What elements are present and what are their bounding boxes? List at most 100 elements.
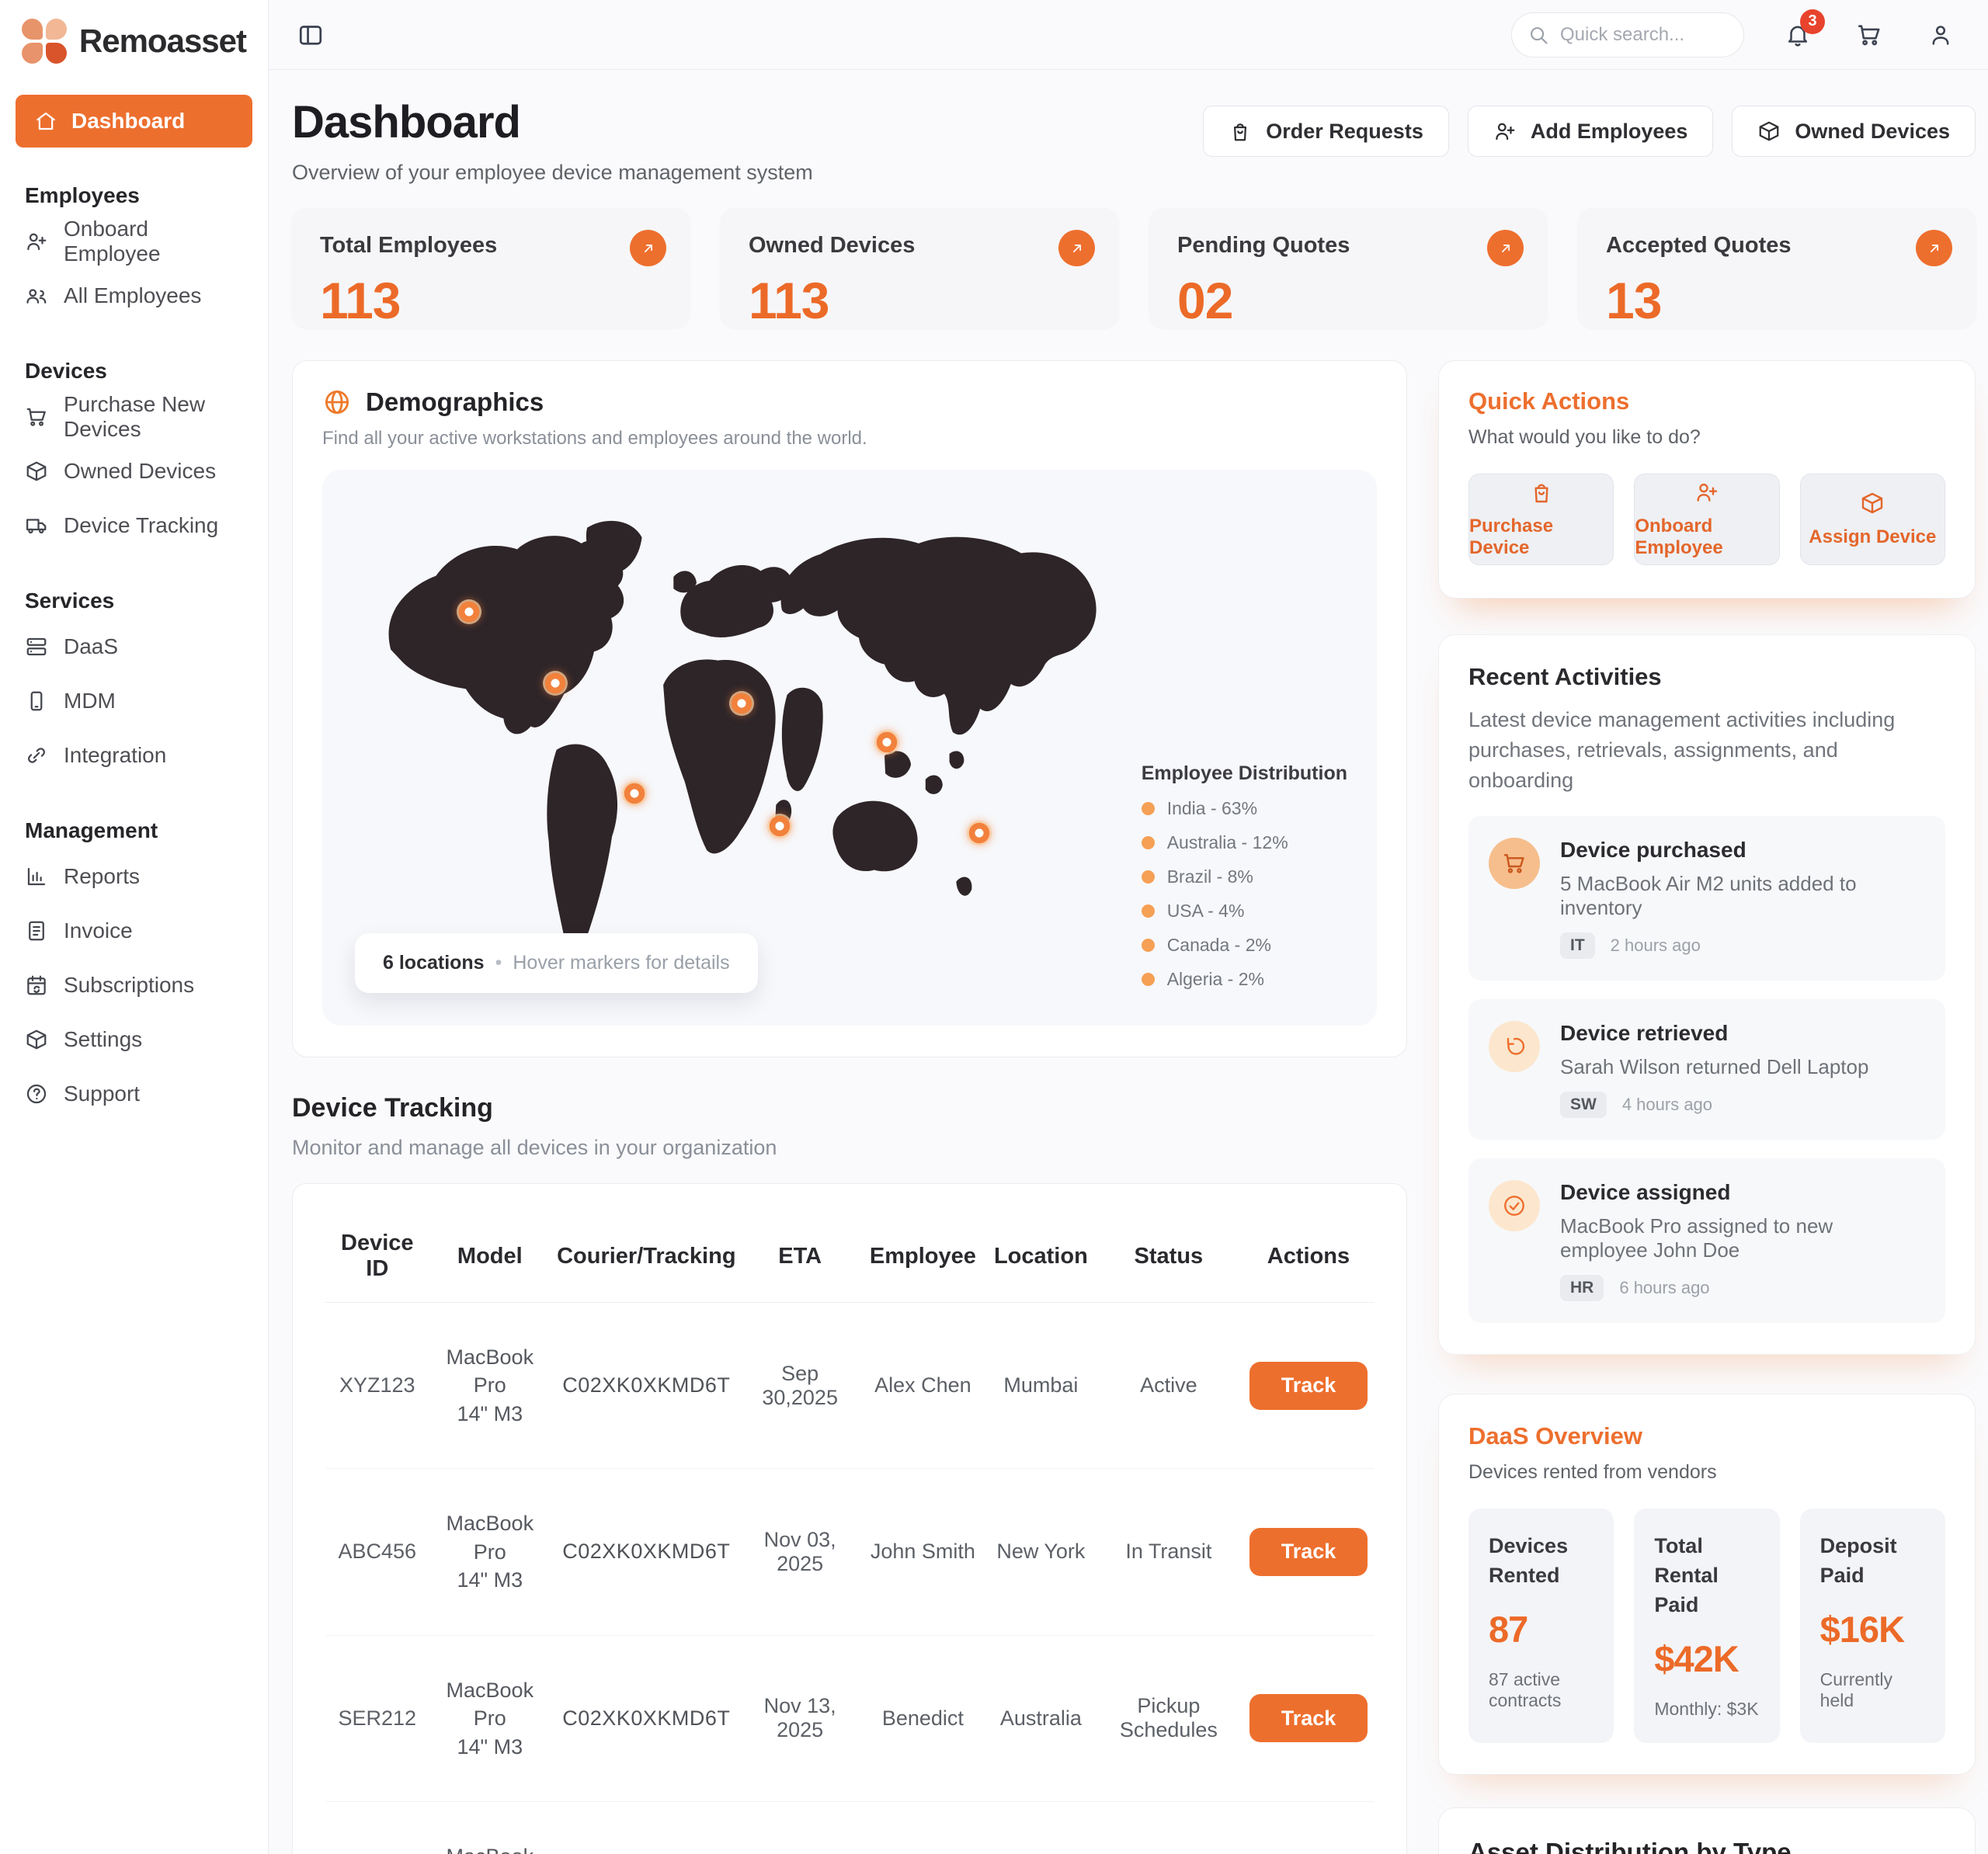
purchase-device-button[interactable]: Purchase Device bbox=[1468, 474, 1614, 565]
stat-cards: Total Employees 113 Owned Devices 113 Pe… bbox=[292, 208, 1976, 329]
daas-deposit-paid: Deposit Paid $16K Currently held bbox=[1799, 1509, 1945, 1743]
notifications-bell-icon[interactable]: 3 bbox=[1785, 9, 1825, 48]
device-tracking-subtitle: Monitor and manage all devices in your o… bbox=[292, 1136, 777, 1159]
sidebar-section-services: Services bbox=[25, 588, 115, 613]
page-title: Dashboard bbox=[292, 97, 521, 148]
add-employees-button[interactable]: Add Employees bbox=[1467, 106, 1714, 157]
sidebar-item-mdm[interactable]: MDM bbox=[16, 674, 252, 728]
map-marker-india[interactable] bbox=[874, 729, 899, 755]
quick-actions-subtitle: What would you like to do? bbox=[1468, 426, 1701, 448]
cell-tracking: C02XK0XKMD6T bbox=[551, 1302, 742, 1470]
assign-device-button[interactable]: Assign Device bbox=[1799, 474, 1945, 565]
sidebar-item-owned-devices[interactable]: Owned Devices bbox=[16, 444, 252, 498]
map-marker-usa[interactable] bbox=[543, 670, 568, 696]
track-button[interactable]: Track bbox=[1249, 1361, 1368, 1410]
sidebar-item-invoice[interactable]: Invoice bbox=[16, 904, 252, 958]
order-requests-button[interactable]: Order Requests bbox=[1203, 106, 1449, 157]
activity-title: Device retrieved bbox=[1560, 1021, 1729, 1046]
notification-badge: 3 bbox=[1800, 9, 1825, 34]
bar-chart-icon bbox=[25, 865, 48, 888]
sidebar: Remoasset Dashboard Employees Onboard Em… bbox=[0, 0, 269, 1854]
arrow-ne-icon[interactable] bbox=[1916, 230, 1952, 266]
stat-label: Pending Quotes bbox=[1177, 233, 1350, 258]
sidebar-item-all-employees[interactable]: All Employees bbox=[16, 269, 252, 323]
col-model: Model bbox=[429, 1207, 551, 1303]
track-button[interactable]: Track bbox=[1249, 1527, 1368, 1576]
calendar-sync-icon bbox=[25, 974, 48, 997]
brand-name: Remoasset bbox=[78, 23, 247, 59]
search-box[interactable] bbox=[1511, 12, 1744, 57]
box-icon bbox=[1860, 491, 1885, 516]
cell-eta: Nov 03, 2025 bbox=[742, 1468, 858, 1636]
help-icon bbox=[25, 1082, 48, 1106]
map-marker-south-africa[interactable] bbox=[767, 813, 793, 838]
sidebar-item-dashboard[interactable]: Dashboard bbox=[16, 95, 252, 148]
user-plus-icon bbox=[1694, 480, 1719, 505]
cell-device-id: SER212 bbox=[325, 1635, 429, 1802]
device-tracking-table-card: Device ID Model Courier/Tracking ETA Emp… bbox=[292, 1183, 1407, 1854]
stat-label: Total Employees bbox=[320, 233, 498, 258]
bag-icon bbox=[1229, 120, 1252, 143]
sidebar-item-label: Support bbox=[64, 1082, 141, 1106]
brand: Remoasset bbox=[16, 0, 252, 78]
cell-location: Mumbai bbox=[987, 1302, 1094, 1470]
button-label: Add Employees bbox=[1530, 119, 1688, 143]
sidebar-section-employees: Employees bbox=[25, 183, 140, 207]
arrow-ne-icon[interactable] bbox=[1058, 230, 1095, 266]
sidebar-item-label: Owned Devices bbox=[64, 459, 217, 483]
col-employee: Employee bbox=[857, 1207, 988, 1303]
map-marker-brazil[interactable] bbox=[621, 781, 647, 807]
sidebar-item-settings[interactable]: Settings bbox=[16, 1012, 252, 1067]
button-label: Purchase Device bbox=[1469, 516, 1554, 558]
stat-value: 113 bbox=[749, 272, 829, 329]
col-actions: Actions bbox=[1242, 1207, 1374, 1303]
user-profile-icon[interactable] bbox=[1927, 22, 1954, 48]
button-label: Onboard Employee bbox=[1635, 516, 1723, 558]
daas-total-rental-paid: Total Rental Paid $42K Monthly: $3K bbox=[1634, 1509, 1780, 1743]
cube-icon bbox=[25, 1028, 48, 1051]
cell-employee: Benedict bbox=[857, 1635, 988, 1802]
sidebar-item-subscriptions[interactable]: Subscriptions bbox=[16, 958, 252, 1012]
daas-note: 87 active contracts bbox=[1489, 1669, 1562, 1711]
cell-eta: Sep 30,2025 bbox=[742, 1302, 858, 1470]
check-circle-icon bbox=[1489, 1180, 1540, 1232]
activity-time: 6 hours ago bbox=[1619, 1278, 1710, 1298]
sidebar-item-daas[interactable]: DaaS bbox=[16, 620, 252, 674]
cell-status: In Transit bbox=[1093, 1468, 1243, 1636]
legend-item: Australia - 12% bbox=[1141, 832, 1347, 853]
map-marker-canada[interactable] bbox=[456, 599, 481, 625]
legend-dot bbox=[1141, 802, 1155, 815]
sidebar-item-integration[interactable]: Integration bbox=[16, 728, 252, 783]
track-button[interactable]: Track bbox=[1249, 1694, 1368, 1743]
cell-device-id: XYZ123 bbox=[325, 1302, 429, 1470]
cart-icon[interactable] bbox=[1856, 22, 1882, 48]
rotate-ccw-icon bbox=[1489, 1021, 1540, 1073]
box-icon bbox=[25, 460, 48, 483]
truck-icon bbox=[25, 514, 48, 537]
legend-dot bbox=[1141, 870, 1155, 884]
user-plus-icon bbox=[1493, 120, 1517, 143]
sidebar-item-reports[interactable]: Reports bbox=[16, 849, 252, 904]
search-input[interactable] bbox=[1560, 23, 1728, 46]
sidebar-item-purchase-new-devices[interactable]: Purchase New Devices bbox=[16, 390, 252, 444]
map-marker-australia[interactable] bbox=[967, 820, 992, 845]
cell-location: Canada bbox=[988, 1801, 1094, 1854]
sidebar-collapse-icon[interactable] bbox=[297, 21, 325, 49]
arrow-ne-icon[interactable] bbox=[630, 230, 666, 266]
map-marker-algeria[interactable] bbox=[729, 691, 755, 717]
onboard-employee-button[interactable]: Onboard Employee bbox=[1634, 474, 1780, 565]
sidebar-item-support[interactable]: Support bbox=[16, 1067, 252, 1121]
sidebar-item-device-tracking[interactable]: Device Tracking bbox=[16, 498, 252, 553]
sidebar-item-label: Purchase New Devices bbox=[64, 392, 206, 441]
activity-desc: 5 MacBook Air M2 units added to inventor… bbox=[1560, 872, 1857, 920]
owned-devices-button[interactable]: Owned Devices bbox=[1732, 106, 1976, 157]
locations-hint: Hover markers for details bbox=[513, 952, 730, 974]
arrow-ne-icon[interactable] bbox=[1487, 230, 1524, 266]
sidebar-item-onboard-employee[interactable]: Onboard Employee bbox=[16, 214, 252, 269]
stat-value: 13 bbox=[1606, 272, 1662, 329]
cell-eta: Sep 25, 2025 bbox=[742, 1801, 858, 1854]
activity-time: 2 hours ago bbox=[1610, 936, 1701, 956]
